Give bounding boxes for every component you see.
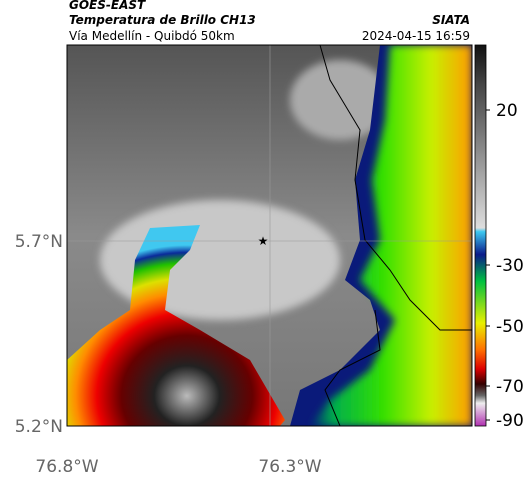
- source: GOES-EAST: [69, 0, 146, 12]
- map-frame: [66, 44, 473, 427]
- lon-label: 76.8°W: [35, 457, 98, 477]
- subtitle: Vía Medellín - Quibdó 50km: [69, 29, 235, 43]
- map-image: ★: [67, 45, 472, 426]
- svg-text:★: ★: [258, 234, 269, 248]
- colorbar: [474, 44, 487, 427]
- colorbar-label: -70: [496, 377, 524, 397]
- credit: SIATA: [432, 13, 470, 27]
- labels: 5.7°N 5.2°N 76.8°W 76.3°W 20 -30 -50 -70 -90: [15, 101, 524, 477]
- colorbar-label: -90: [496, 411, 524, 431]
- lat-label: 5.7°N: [15, 232, 63, 252]
- lon-label: 76.3°W: [258, 457, 321, 477]
- colorbar-label: -50: [496, 317, 524, 337]
- title: Temperatura de Brillo CH13: [69, 13, 256, 27]
- lat-label: 5.2°N: [15, 417, 63, 437]
- colorbar-label: -30: [496, 256, 524, 276]
- timestamp: 2024-04-15 16:59: [362, 29, 470, 43]
- colorbar-label: 20: [496, 101, 518, 121]
